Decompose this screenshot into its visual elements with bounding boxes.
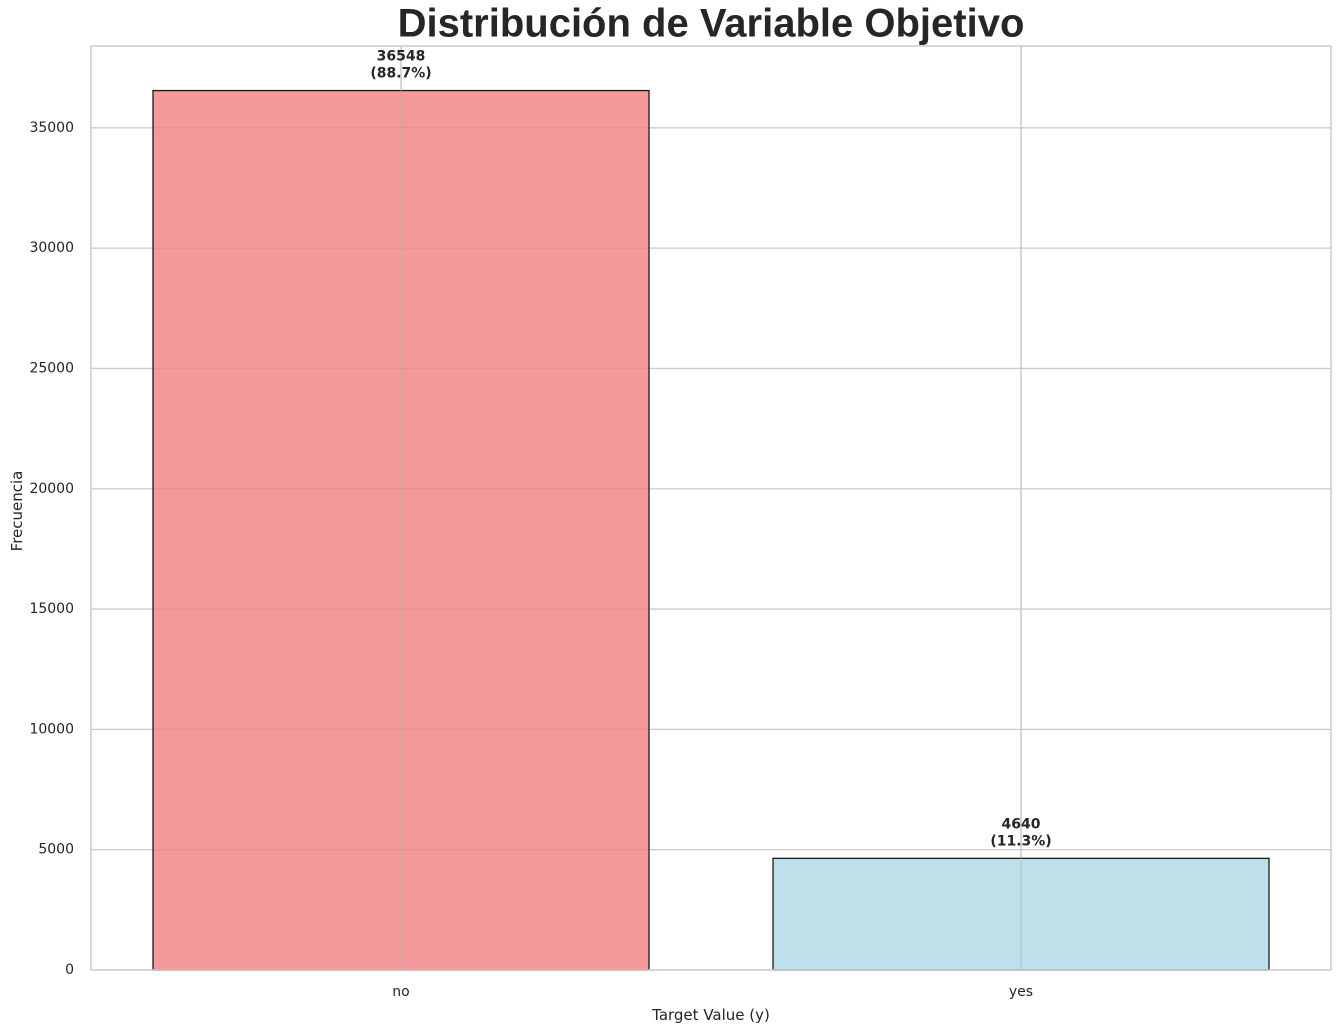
y-axis-label: Frecuencia [8,471,26,552]
bar-data-label: 36548 (88.7%) [370,49,431,82]
y-tick-label: 15000 [29,601,74,617]
data-labels: 36548 (88.7%) 4640 (11.3%) [370,49,1051,850]
chart-title: Distribución de Variable Objetivo [398,2,1025,46]
x-axis-label: Target Value (y) [651,1006,770,1024]
x-tick-label: no [392,984,409,1000]
bars [152,46,1270,971]
bar-data-label: 4640 (11.3%) [990,816,1051,849]
x-tick-labels: no yes [392,984,1033,1000]
y-tick-labels: 0 5000 10000 15000 20000 25000 30000 35000 [29,120,74,978]
x-tick-label: yes [1009,984,1033,1000]
y-tick-label: 35000 [29,120,74,136]
plot-frame [90,45,1332,971]
y-tick-label: 20000 [29,481,74,497]
y-tick-label: 25000 [29,360,74,376]
y-tick-label: 5000 [38,842,74,858]
y-tick-label: 0 [65,962,74,978]
y-tick-label: 30000 [29,240,74,256]
y-tick-label: 10000 [29,721,74,737]
